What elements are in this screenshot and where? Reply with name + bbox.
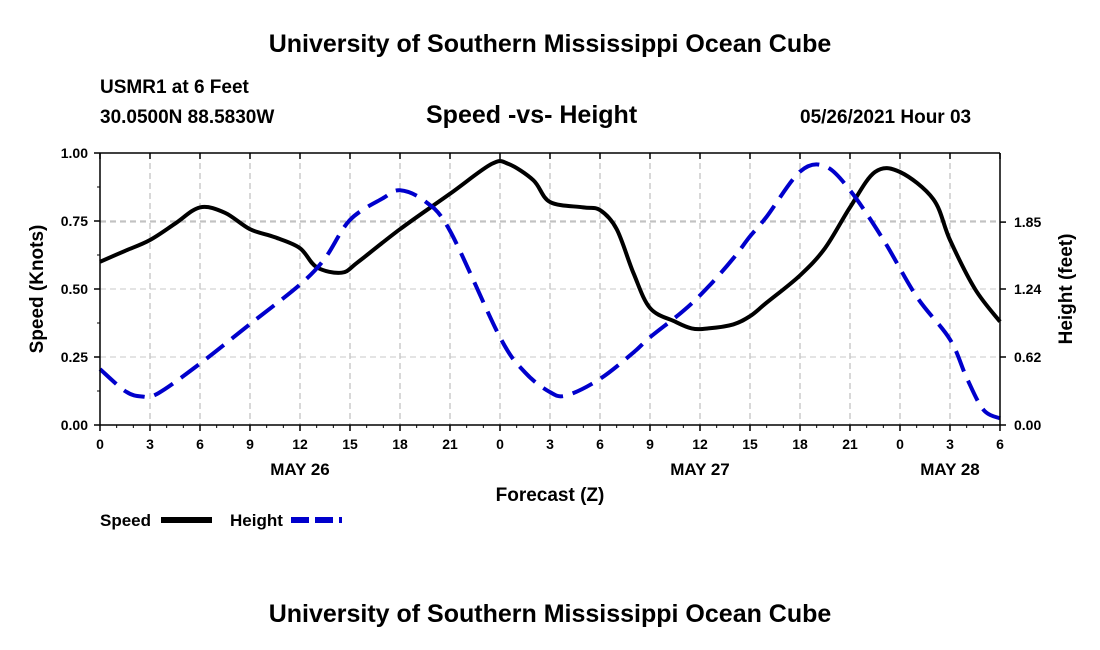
footer-title: University of Southern Mississippi Ocean… [268,600,832,628]
y-right-tick-label: 0.00 [1014,417,1041,433]
x-tick-label: 0 [896,436,904,452]
x-tick-label: 18 [792,436,808,452]
y-left-tick-label: 0.50 [61,281,88,297]
y-left-axis-title: Speed (Knots) [27,225,48,354]
x-tick-label: 6 [196,436,204,452]
x-tick-label: 21 [442,436,458,452]
x-tick-label: 12 [292,436,308,452]
x-tick-label: 3 [546,436,554,452]
y-right-tick-label: 1.85 [1014,214,1041,230]
y-right-tick-label: 1.24 [1014,281,1041,297]
x-tick-label: 6 [996,436,1004,452]
x-tick-label: 18 [392,436,408,452]
x-axis-title: Forecast (Z) [496,485,605,506]
page-title: University of Southern Mississippi Ocean… [268,30,832,58]
day-label: MAY 26 [270,460,330,479]
x-tick-label: 15 [342,436,358,452]
y-left-tick-label: 0.75 [61,213,88,229]
x-tick-label: 3 [146,436,154,452]
x-tick-label: 9 [246,436,254,452]
x-tick-label: 0 [496,436,504,452]
x-tick-label: 12 [692,436,708,452]
y-left-tick-label: 1.00 [61,145,88,161]
x-tick-label: 6 [596,436,604,452]
forecast-date-hour: 05/26/2021 Hour 03 [800,107,972,128]
legend: Speed Height [100,511,342,530]
day-label: MAY 27 [670,460,730,479]
station-coordinates: 30.0500N 88.5830W [100,107,275,128]
x-tick-label: 3 [946,436,954,452]
legend-label-speed: Speed [100,511,151,530]
y-right-axis-title: Height (feet) [1056,234,1077,345]
y-right-tick-label: 0.62 [1014,349,1041,365]
station-name: USMR1 at 6 Feet [100,77,249,98]
legend-label-height: Height [230,511,283,530]
x-tick-label: 21 [842,436,858,452]
series-lines [98,158,1002,421]
series-line-speed [99,158,1002,332]
series-line-height [98,162,1001,421]
x-tick-label: 15 [742,436,758,452]
y-left-tick-label: 0.25 [61,349,88,365]
x-tick-label: 9 [646,436,654,452]
y-left-tick-label: 0.00 [61,417,88,433]
day-label: MAY 28 [920,460,980,479]
x-tick-label: 0 [96,436,104,452]
grid [99,152,1001,426]
chart-title: Speed -vs- Height [426,101,638,129]
axes: 0 3 6 9 12 15 18 21 0 3 6 9 12 15 18 21 0 3 6 MAY 26 MAY 27 M… [27,145,1077,506]
